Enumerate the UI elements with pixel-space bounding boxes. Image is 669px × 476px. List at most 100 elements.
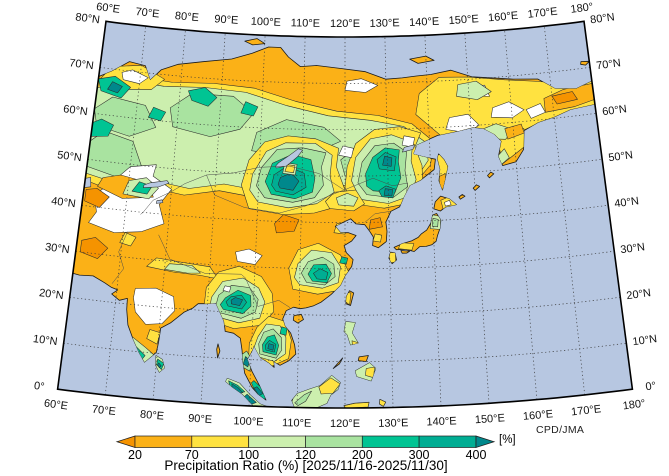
legend-tick-label: 400 — [466, 448, 487, 462]
legend-tick-label: 200 — [352, 448, 373, 462]
lat-tick-label-left: 40°N — [50, 195, 76, 210]
contour-region — [79, 237, 109, 259]
lon-tick-label-bottom: 110°E — [282, 417, 312, 430]
contour-region — [84, 188, 110, 208]
map-frame — [56, 20, 634, 409]
contour-region — [294, 390, 312, 406]
meridian-line — [200, 33, 226, 404]
legend-band — [305, 435, 363, 448]
lon-tick-label-top: 160°E — [488, 10, 519, 25]
lon-tick-label-bottom: 90°E — [188, 413, 213, 427]
contour-region — [164, 263, 201, 274]
country-border — [364, 211, 391, 223]
lat-tick-label-right: 80°N — [589, 11, 615, 26]
meridian-line — [248, 35, 266, 406]
parallel-line — [87, 158, 603, 177]
legend-arrow-above — [475, 435, 496, 449]
lat-tick-label-right: 40°N — [614, 195, 640, 210]
lon-tick-label-bottom: 100°E — [233, 415, 264, 428]
contour-region — [525, 103, 546, 119]
legend-arrow-below — [115, 435, 136, 449]
legend-title: Precipitation Ratio (%) [2025/11/16-2025… — [164, 458, 448, 473]
legend-tick-label: 300 — [409, 448, 430, 462]
contour-region — [133, 287, 175, 325]
landmass — [244, 38, 266, 46]
lon-tick-label-top: 110°E — [291, 17, 321, 30]
landmass — [409, 55, 435, 64]
lat-tick-label-right: 0° — [645, 380, 657, 393]
contour-region — [240, 101, 259, 117]
lat-tick-label-left: 70°N — [69, 57, 95, 72]
lon-tick-label-bottom: 60°E — [43, 398, 68, 413]
country-border — [344, 177, 408, 199]
legend-band — [191, 435, 249, 448]
parallel-line — [81, 204, 609, 223]
lat-tick-label-right: 50°N — [608, 149, 634, 164]
contour-region — [188, 87, 218, 107]
landmass — [400, 250, 411, 254]
lon-tick-label-top: 60°E — [95, 1, 120, 16]
contour-region — [338, 145, 354, 158]
contour-region — [169, 93, 254, 137]
country-border — [206, 165, 345, 214]
contour-region — [444, 200, 452, 207]
parallel-line — [75, 250, 615, 270]
landmass — [216, 343, 221, 359]
legend-tick-label: 70 — [185, 448, 199, 462]
meridian-line — [464, 33, 490, 404]
meridian-line — [384, 36, 394, 408]
contour-region — [382, 155, 393, 167]
landmass — [472, 184, 481, 191]
landmass — [332, 357, 344, 369]
lat-tick-label-right: 60°N — [602, 103, 628, 118]
lat-tick-label-left: 50°N — [56, 149, 82, 164]
country-border — [111, 231, 128, 284]
lat-tick-label-left: 60°N — [63, 103, 89, 118]
lon-tick-label-bottom: 70°E — [91, 404, 116, 419]
contour-region — [267, 343, 275, 351]
legend-tick-label: 100 — [238, 448, 259, 462]
legend-unit-label: [%] — [499, 434, 516, 446]
lon-tick-label-bottom: 180° — [622, 398, 646, 413]
lat-tick-label-left: 10°N — [32, 333, 58, 348]
contour-region — [313, 268, 329, 281]
landmass — [458, 194, 466, 200]
contour-region — [119, 232, 137, 247]
contour-region — [490, 101, 525, 119]
legend-band — [361, 435, 420, 448]
contour-region — [402, 144, 416, 153]
lon-tick-label-top: 70°E — [135, 6, 160, 21]
legend-band — [418, 435, 477, 448]
meridian-line — [424, 35, 442, 406]
country-border — [140, 174, 207, 215]
lat-tick-label-right: 20°N — [626, 287, 652, 302]
landmass — [393, 213, 442, 252]
lon-tick-label-top: 130°E — [369, 17, 399, 30]
lon-tick-label-top: 150°E — [448, 13, 479, 27]
lat-tick-label-left: 80°N — [75, 11, 101, 26]
map-canvas — [57, 21, 633, 409]
lon-tick-label-bottom: 130°E — [378, 417, 408, 430]
contour-region — [107, 81, 123, 94]
contour-region — [432, 218, 439, 228]
meridian-line — [296, 36, 306, 408]
meridian-line — [104, 26, 147, 395]
lon-tick-label-bottom: 80°E — [139, 409, 164, 423]
parallel-line — [93, 112, 597, 131]
contour-region — [148, 106, 166, 122]
meridian-line — [504, 29, 538, 400]
lat-tick-label-right: 70°N — [596, 57, 622, 72]
landmass — [292, 313, 304, 324]
lon-tick-label-top: 80°E — [174, 10, 199, 24]
contour-region — [551, 91, 578, 105]
precipitation-contour-regions — [79, 65, 595, 408]
contour-region — [157, 362, 162, 368]
lon-tick-label-bottom: 120°E — [330, 418, 360, 430]
lat-tick-label-left: 0° — [33, 380, 45, 393]
lon-tick-label-top: 90°E — [214, 13, 239, 27]
contour-region — [222, 285, 232, 293]
lat-tick-label-left: 30°N — [44, 241, 70, 256]
contour-region — [336, 193, 359, 207]
contour-region — [318, 377, 341, 395]
